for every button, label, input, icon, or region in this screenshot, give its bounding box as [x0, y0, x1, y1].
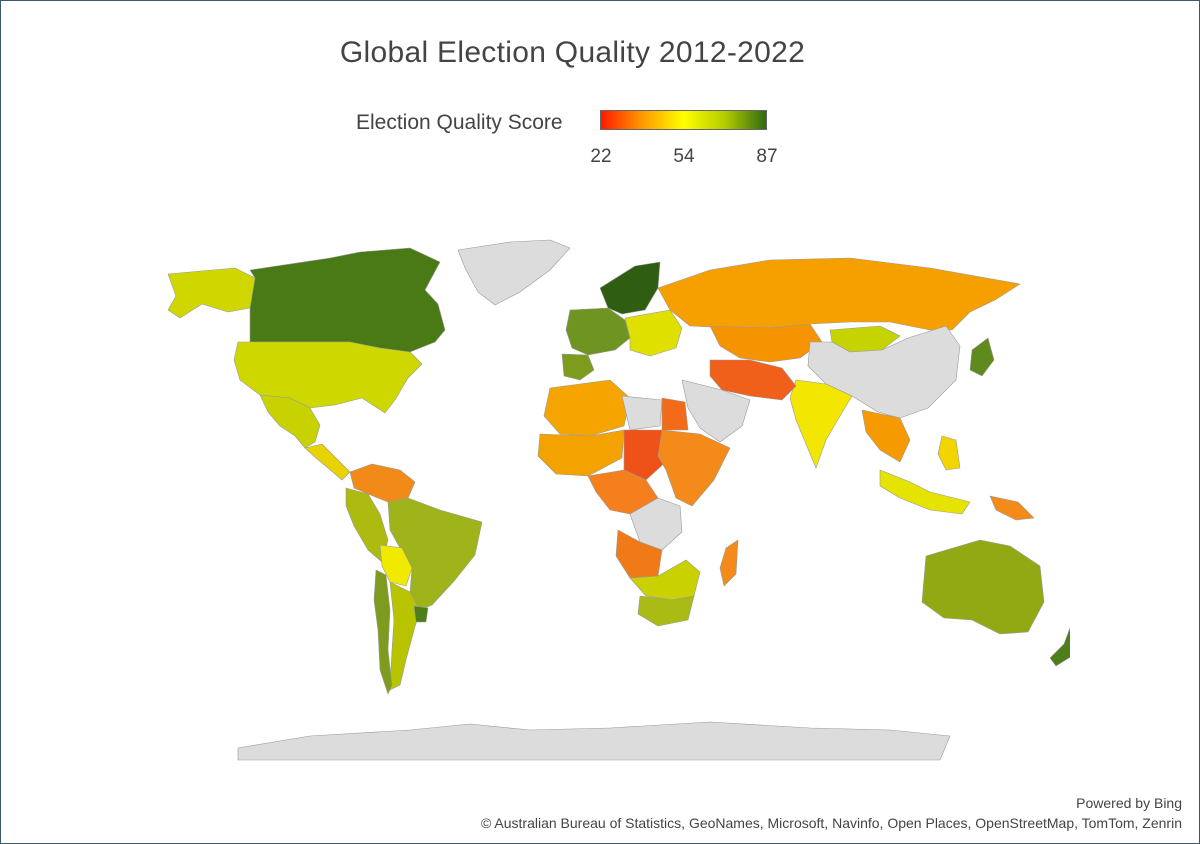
region-uruguay — [413, 605, 429, 623]
legend-mid-label: 54 — [673, 146, 695, 167]
region-india — [789, 379, 853, 469]
region-chad — [623, 429, 671, 481]
region-central-america — [304, 443, 351, 481]
region-indonesia — [879, 469, 971, 515]
region-east-africa — [657, 429, 731, 507]
region-australia — [921, 539, 1045, 635]
region-saudi-arabia — [681, 379, 751, 443]
legend-min-label: 22 — [590, 146, 612, 167]
region-antarctica — [237, 721, 951, 761]
world-map — [167, 239, 1070, 761]
region-sahel — [537, 429, 625, 477]
region-japan — [969, 337, 995, 377]
map-attribution: © Australian Bureau of Statistics, GeoNa… — [480, 815, 1182, 831]
legend-max-label: 87 — [756, 146, 778, 167]
region-mexico — [259, 394, 321, 449]
region-iran-afghanistan — [709, 359, 797, 401]
region-bolivia — [379, 544, 413, 587]
region-libya — [621, 395, 663, 431]
region-western-europe — [565, 307, 631, 356]
region-nordics — [599, 261, 661, 315]
legend-color-scale — [600, 110, 767, 130]
region-russia — [657, 257, 1021, 331]
chart-title: Global Election Quality 2012-2022 — [339, 36, 806, 69]
region-egypt — [661, 397, 689, 431]
region-argentina — [389, 581, 421, 691]
region-north-africa-west — [543, 379, 631, 437]
region-united-states — [233, 341, 423, 414]
region-greenland — [457, 239, 571, 306]
region-alaska — [167, 267, 256, 319]
region-southern-africa — [629, 559, 701, 601]
region-madagascar — [719, 539, 739, 587]
legend-title: Election Quality Score — [356, 111, 563, 134]
powered-by-label: Powered by Bing — [1076, 795, 1182, 811]
region-iberia — [561, 353, 595, 381]
region-philippines — [937, 435, 961, 471]
region-southeast-asia — [861, 409, 911, 463]
region-canada — [249, 247, 446, 353]
region-eastern-europe — [624, 309, 683, 357]
region-new-zealand — [1049, 627, 1070, 667]
region-south-africa — [637, 595, 695, 627]
region-kazakhstan-central-asia — [709, 323, 823, 363]
region-chile — [373, 569, 393, 695]
region-papua-new-guinea — [989, 495, 1035, 521]
